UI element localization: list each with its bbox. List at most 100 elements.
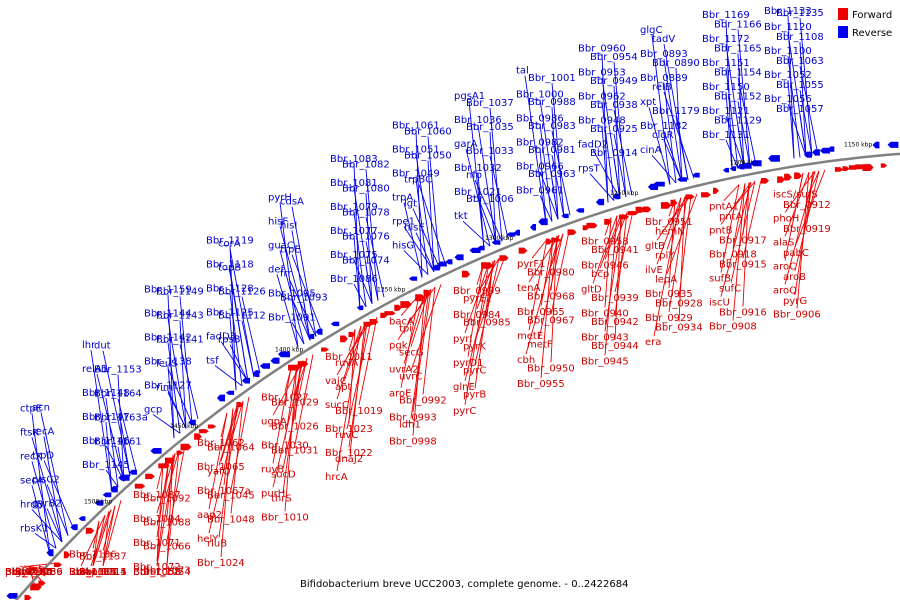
leader-line (725, 115, 745, 168)
reverse-gene-label: Bbr_1152 (714, 92, 762, 103)
reverse-gene-arrow (575, 208, 585, 213)
leader-line (400, 295, 420, 388)
reverse-gene-label: rpsB (218, 335, 241, 346)
forward-gene-label: Bbr_1094 (133, 514, 181, 525)
forward-gene-label: Bbr_0944 (591, 341, 639, 352)
forward-gene-label: aap2 (197, 510, 222, 521)
leader-line (105, 469, 119, 488)
reverse-gene-label: Bbr_1055 (776, 80, 824, 91)
forward-gene-arrow (635, 206, 645, 213)
leader-line (799, 114, 807, 157)
leader-line (229, 344, 249, 382)
leader-line (614, 214, 622, 341)
forward-gene-label: sucC (325, 400, 349, 411)
forward-gene-label: Bbr_1092 (143, 494, 191, 505)
reverse-gene-label: corA (218, 239, 241, 250)
reverse-gene-arrow (538, 218, 548, 226)
reverse-gene-arrow (432, 264, 440, 271)
scale-tick-label: 1400 kbp (275, 347, 303, 354)
forward-gene-label: Bbr_1088 (143, 518, 191, 529)
leader-line (102, 500, 122, 567)
leader-line (799, 42, 807, 157)
leader-line (288, 278, 317, 337)
forward-gene-label: aroQ (773, 285, 797, 296)
reverse-gene-label: Bbr_1165 (714, 44, 762, 55)
reverse-gene-label: Bbr_0953 (578, 68, 626, 79)
forward-gene-label: ruvA (335, 358, 358, 369)
leader-line (477, 258, 500, 293)
forward-gene-label: Bbr_1115 (79, 567, 127, 578)
reverse-gene-arrow (729, 166, 737, 171)
forward-gene-label: cbh (517, 355, 535, 366)
reverse-gene-label: Bbr_1151 (702, 58, 750, 69)
forward-gene-label: idsA (15, 567, 36, 578)
leader-line (551, 107, 559, 220)
forward-gene-label: ruvC (335, 430, 358, 441)
reverse-gene-label: Bbr_0938 (590, 100, 638, 111)
reverse-gene-label: Bbr_1163a (94, 413, 148, 424)
forward-gene-arrow (842, 166, 850, 171)
leader-line (589, 173, 615, 201)
leader-line (279, 226, 311, 341)
forward-gene-arrow (685, 194, 695, 200)
forward-gene-label: Bbr_0934 (655, 323, 703, 334)
reverse-gene-label: Bbr_1074 (342, 255, 390, 266)
leader-line (528, 239, 548, 331)
forward-gene-label: pyrE2 (463, 293, 492, 304)
leader-line (725, 92, 733, 170)
reverse-gene-arrow (804, 151, 812, 158)
reverse-gene-label: Bbr_1164 (94, 389, 142, 400)
leader-line (539, 195, 553, 222)
leader-line (412, 208, 441, 269)
leader-line (723, 184, 740, 201)
leader-line (725, 68, 739, 169)
leader-line (156, 458, 170, 567)
reverse-gene-label: Bbr_1021 (454, 187, 502, 198)
forward-gene-arrow (545, 238, 553, 245)
reverse-gene-label: trpD (32, 451, 54, 462)
leader-line (474, 179, 503, 242)
forward-gene-label: Bbr_0985 (463, 317, 511, 328)
forward-gene-arrow (834, 167, 844, 172)
leader-line (538, 233, 564, 339)
reverse-gene-label: Bbr_1075 (330, 250, 378, 261)
forward-gene-label: Bbr_1085 (69, 567, 117, 578)
reverse-gene-arrow (445, 259, 453, 265)
reverse-gene-arrow (872, 141, 880, 149)
forward-gene-label: Bbr_1084 (69, 567, 117, 578)
forward-gene-label: Bbr_1137 (79, 552, 127, 563)
reverse-gene-label: Bbr_1169 (702, 10, 750, 21)
forward-gene-label: Bbr_1140 (5, 567, 53, 578)
forward-gene-label: aroB (783, 272, 806, 283)
forward-gene-label: Bbr_1065 (197, 462, 245, 473)
leader-line (156, 463, 164, 562)
reverse-gene-label: Bbr_1000 (516, 90, 564, 101)
leader-line (468, 101, 485, 249)
leader-line (592, 215, 618, 284)
reverse-gene-label: def (268, 264, 285, 275)
reverse-gene-label: Bbr_0963 (528, 169, 576, 180)
reverse-gene-arrow (188, 419, 196, 426)
forward-gene-label: Bbr_1194 (5, 567, 53, 578)
reverse-gene-label: rpsT (578, 164, 601, 175)
reverse-gene-label: xpt (640, 97, 656, 108)
leader-line (218, 405, 238, 466)
reverse-gene-arrow (677, 177, 687, 182)
forward-gene-label: aroC (773, 261, 796, 272)
leader-line (737, 101, 751, 167)
leader-line (117, 398, 137, 471)
reverse-gene-arrow (241, 377, 251, 384)
reverse-gene-arrow (252, 370, 260, 377)
leader-line (489, 107, 503, 242)
leader-line (353, 260, 373, 304)
forward-gene-label: Bbr_0968 (527, 291, 575, 302)
forward-gene-arrow (340, 335, 348, 343)
reverse-gene-label: recX (20, 451, 43, 462)
forward-gene-label: era (645, 337, 661, 348)
scale-tick-label: 1150 kbp (844, 141, 872, 148)
leader-line (799, 66, 819, 155)
leader-line (613, 133, 627, 198)
forward-gene-label: Bbr_1134 (5, 567, 53, 578)
genome-caption: Bifidobacterium breve UCC2003, complete … (300, 579, 628, 590)
reverse-gene-label: Bbr_1079 (330, 202, 378, 213)
